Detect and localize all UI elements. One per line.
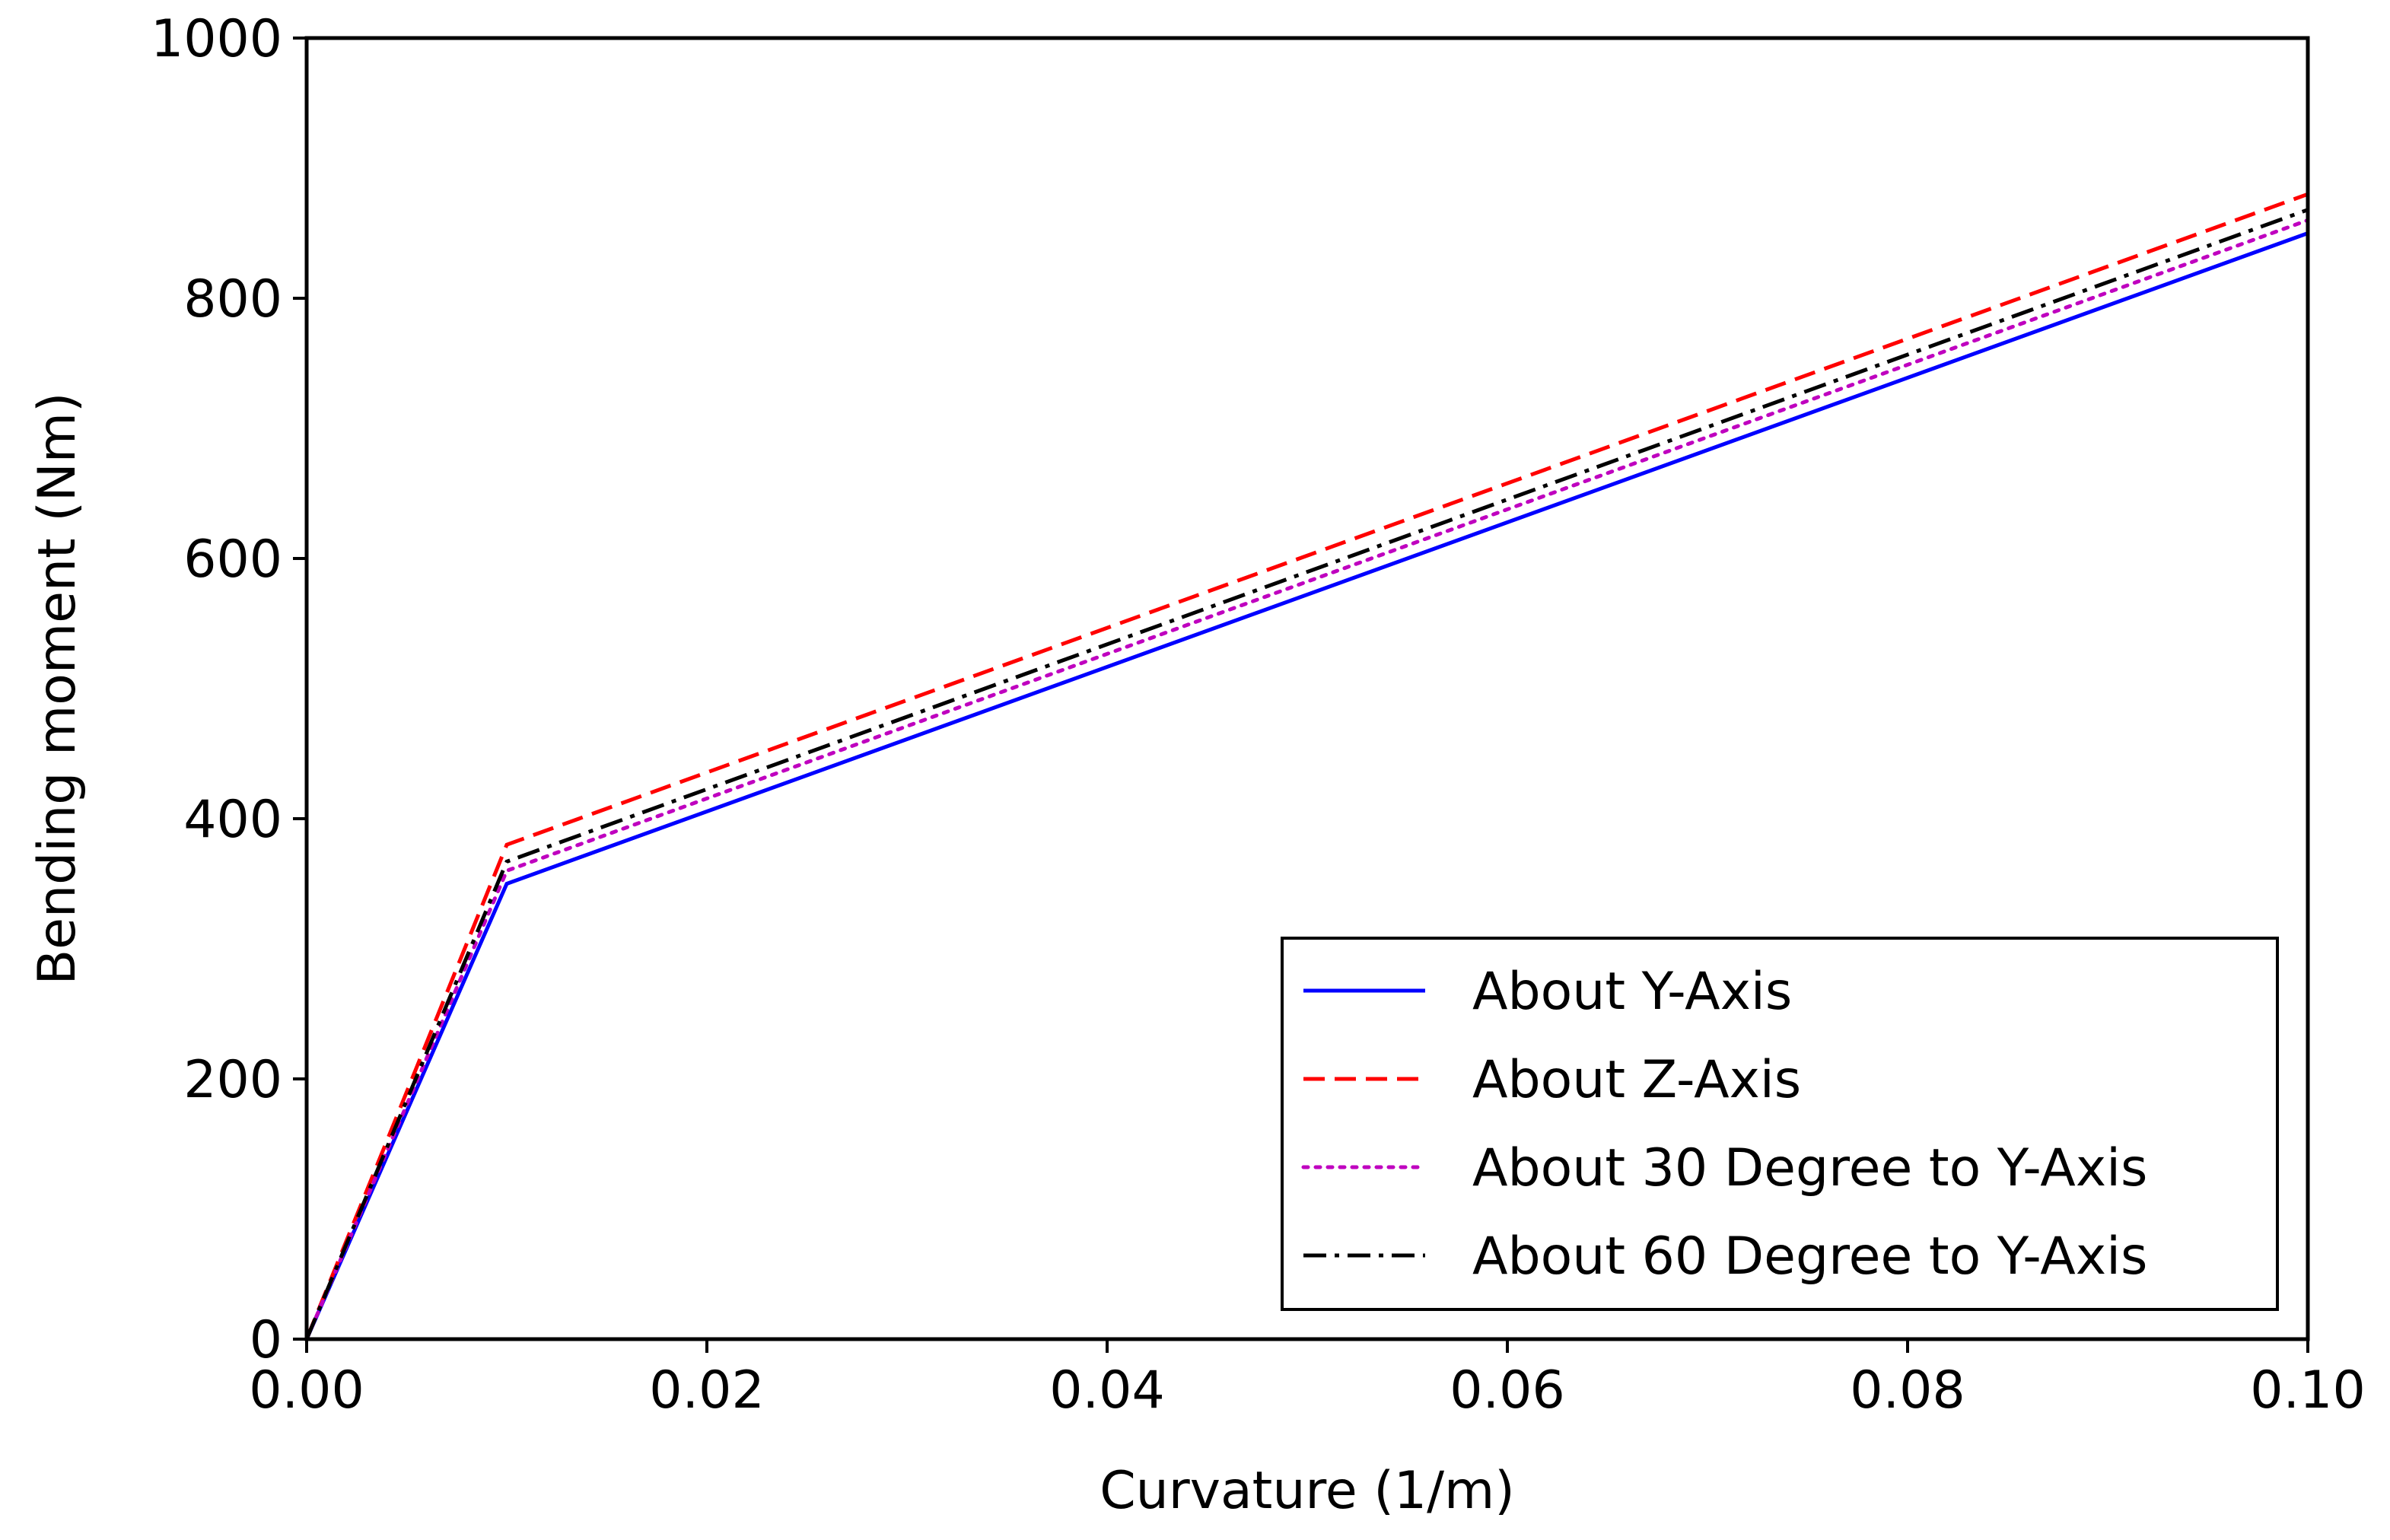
legend: About Y-Axis About Z-Axis About 30 Degree … (1281, 937, 2279, 1311)
y-axis-label: Bending moment (Nm) (27, 393, 88, 985)
series-line-2 (304, 192, 2309, 1340)
x-tick-label: 0.10 (2250, 1360, 2365, 1421)
series-line-3 (304, 218, 2310, 1341)
series-layer (304, 192, 2310, 1341)
y-axis-ticks: 0 200 400 600 800 1000 (151, 9, 307, 1370)
y-tick-label: 600 (183, 530, 282, 590)
x-axis-label: Curvature (1/m) (1100, 1461, 1515, 1521)
y-tick-label: 0 (250, 1310, 282, 1370)
x-tick-label: 0.06 (1450, 1360, 1564, 1421)
x-axis-ticks: 0.00 0.02 0.04 0.06 0.08 0.10 (249, 1339, 2366, 1421)
x-tick-label: 0.04 (1049, 1360, 1164, 1421)
legend-label-3: About 30 Degree to Y-Axis (1472, 1138, 2147, 1198)
x-tick-label: 0.00 (249, 1360, 364, 1421)
series-line-1 (304, 231, 2309, 1341)
legend-label-2: About Z-Axis (1472, 1050, 1801, 1110)
legend-label-4: About 60 Degree to Y-Axis (1472, 1227, 2147, 1287)
y-tick-label: 800 (183, 269, 282, 329)
x-tick-label: 0.02 (649, 1360, 764, 1421)
y-tick-label: 400 (183, 790, 282, 850)
x-tick-label: 0.08 (1850, 1360, 1965, 1421)
series-line-4 (304, 208, 2309, 1340)
y-tick-label: 200 (183, 1050, 282, 1110)
legend-label-1: About Y-Axis (1472, 962, 1792, 1022)
plot-frame (304, 36, 2310, 1341)
y-tick-label: 1000 (151, 9, 282, 69)
legend-box (1281, 937, 2279, 1311)
